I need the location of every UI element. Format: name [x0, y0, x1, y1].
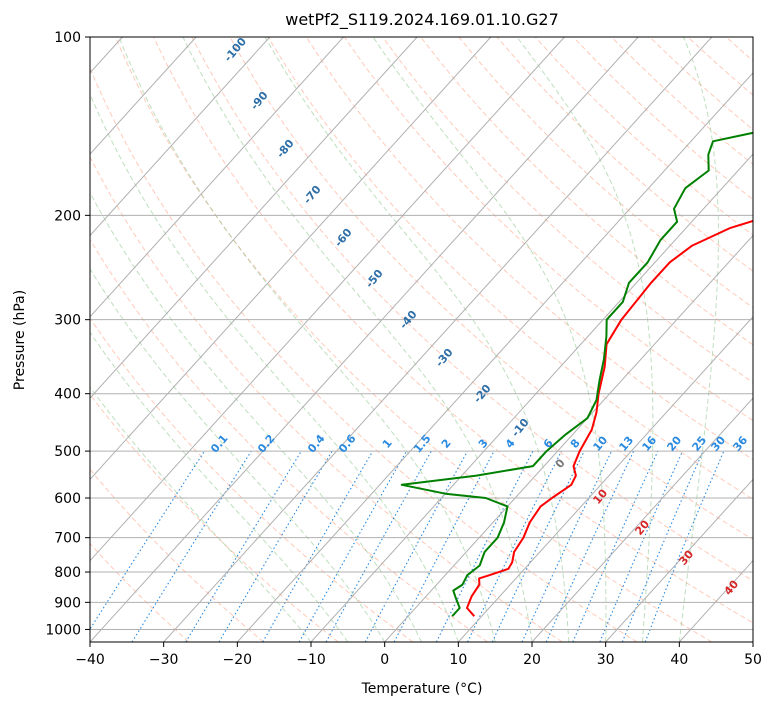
mixing-ratio-line — [185, 450, 302, 642]
dry-adiabat-line — [305, 37, 753, 461]
y-axis-label: Pressure (hPa) — [12, 290, 28, 390]
x-tick-label: 20 — [523, 652, 541, 668]
isotherm-line — [90, 37, 565, 562]
dry-adiabat-line — [153, 37, 753, 624]
dry-adiabat-line — [420, 37, 753, 346]
moist-adiabat-line — [90, 268, 386, 642]
mixing-ratio-line — [364, 450, 468, 642]
x-axis: −40 −30 −20 −10 0 10 20 30 40 50 — [75, 642, 762, 668]
isotherm-line — [90, 37, 418, 399]
moist-adiabat-line — [372, 37, 607, 642]
moist-adiabat-line — [90, 331, 349, 642]
isotherm-line — [531, 397, 753, 642]
x-axis-label: Temperature (°C) — [361, 681, 483, 697]
dry-adiabat-line — [90, 67, 638, 642]
moist-adiabat-line — [264, 37, 570, 642]
x-tick-label: −10 — [296, 652, 326, 668]
dry-adiabat-line — [90, 238, 488, 642]
x-tick-label: 50 — [744, 652, 762, 668]
mixing-ratio-line — [325, 450, 432, 642]
isotherm-line — [90, 37, 639, 642]
x-tick-label: −30 — [149, 652, 179, 668]
plot-frame — [89, 36, 754, 643]
plot-area: 0.1 0.2 0.4 0.6 1 1.5 2 3 4 6 8 10 13 16 20 25 30 36-100-… — [90, 37, 753, 642]
dry-adiabat-line — [343, 37, 753, 422]
profile-series — [400, 131, 753, 617]
mixing-ratio-line — [621, 450, 704, 642]
isotherm-line — [605, 478, 753, 642]
mixing-ratio-line — [572, 450, 659, 642]
y-tick-label: 800 — [54, 565, 81, 581]
isotherm-line — [90, 37, 271, 237]
y-tick-label: 500 — [54, 444, 81, 460]
moist-adiabat-line — [182, 37, 533, 642]
isotherm-line — [90, 37, 492, 481]
y-axis: 100 200 300 400 500 600 700 800 900 1000 — [45, 30, 90, 638]
skewed-isotherms — [90, 37, 753, 642]
dry-adiabat-line — [458, 37, 753, 309]
moist-adiabat-line — [118, 37, 496, 642]
y-tick-label: 900 — [54, 595, 81, 611]
isotherm-line — [310, 153, 753, 642]
dewpoint-profile-line — [400, 131, 753, 617]
dry-adiabat-line — [90, 156, 563, 642]
moist-adiabat-line — [90, 93, 459, 642]
isotherm-line — [236, 72, 753, 642]
x-tick-label: 10 — [449, 652, 467, 668]
mixing-ratio-line — [435, 450, 534, 642]
y-tick-label: 1000 — [45, 622, 81, 638]
dry-adiabat-line — [115, 37, 712, 642]
pressure-gridlines — [90, 37, 753, 630]
mixing-ratio-line — [90, 450, 205, 631]
isotherm-line — [384, 234, 753, 642]
mixing-ratio-lines — [90, 450, 725, 642]
x-tick-label: 40 — [670, 652, 688, 668]
isotherm-line — [163, 37, 713, 642]
x-tick-label: −20 — [223, 652, 253, 668]
y-tick-label: 300 — [54, 313, 81, 329]
isotherm-line — [457, 316, 753, 642]
isotherm-line — [90, 37, 197, 155]
y-tick-label: 400 — [54, 387, 81, 403]
mixing-ratio-line — [298, 450, 407, 642]
moist-adiabat-line — [90, 191, 422, 642]
isotherm-line — [90, 37, 344, 318]
mixing-ratio-line — [467, 450, 562, 642]
moist-adiabats — [90, 37, 720, 642]
x-tick-label: 0 — [380, 652, 389, 668]
x-tick-label: 30 — [597, 652, 615, 668]
y-tick-label: 700 — [54, 531, 81, 547]
moist-adiabat-line — [90, 386, 312, 642]
mixing-ratio-line — [599, 450, 684, 642]
y-tick-label: 100 — [54, 30, 81, 46]
chart-title: wetPf2_S119.2024.169.01.10.G27 — [285, 10, 559, 30]
y-tick-label: 200 — [54, 208, 81, 224]
y-tick-label: 600 — [54, 491, 81, 507]
x-tick-label: −40 — [75, 652, 105, 668]
moist-adiabat-line — [678, 37, 720, 642]
temperature-profile-line — [466, 219, 753, 617]
dry-adiabat-line — [191, 37, 753, 582]
moist-adiabat-line — [516, 37, 654, 642]
